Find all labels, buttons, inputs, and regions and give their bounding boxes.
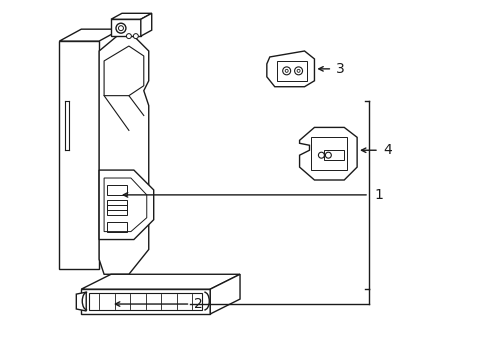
Text: 1: 1 [373,188,382,202]
Circle shape [126,33,131,39]
Circle shape [282,67,290,75]
Polygon shape [99,36,148,274]
Circle shape [294,67,302,75]
Text: 2: 2 [194,297,203,311]
Polygon shape [111,19,141,36]
Polygon shape [81,274,240,289]
Circle shape [133,33,138,39]
Circle shape [325,152,331,158]
Circle shape [116,23,126,33]
Polygon shape [111,13,151,19]
Polygon shape [210,274,240,314]
Polygon shape [141,13,151,36]
Polygon shape [266,51,314,87]
Text: 3: 3 [336,62,345,76]
Polygon shape [99,170,153,239]
Circle shape [285,69,287,72]
Circle shape [118,26,123,31]
Polygon shape [104,46,143,96]
Circle shape [318,152,324,158]
Polygon shape [76,292,86,311]
Text: 4: 4 [382,143,391,157]
Polygon shape [299,127,356,180]
Polygon shape [60,41,99,269]
Polygon shape [81,289,210,314]
Circle shape [297,69,300,72]
Polygon shape [60,29,121,41]
